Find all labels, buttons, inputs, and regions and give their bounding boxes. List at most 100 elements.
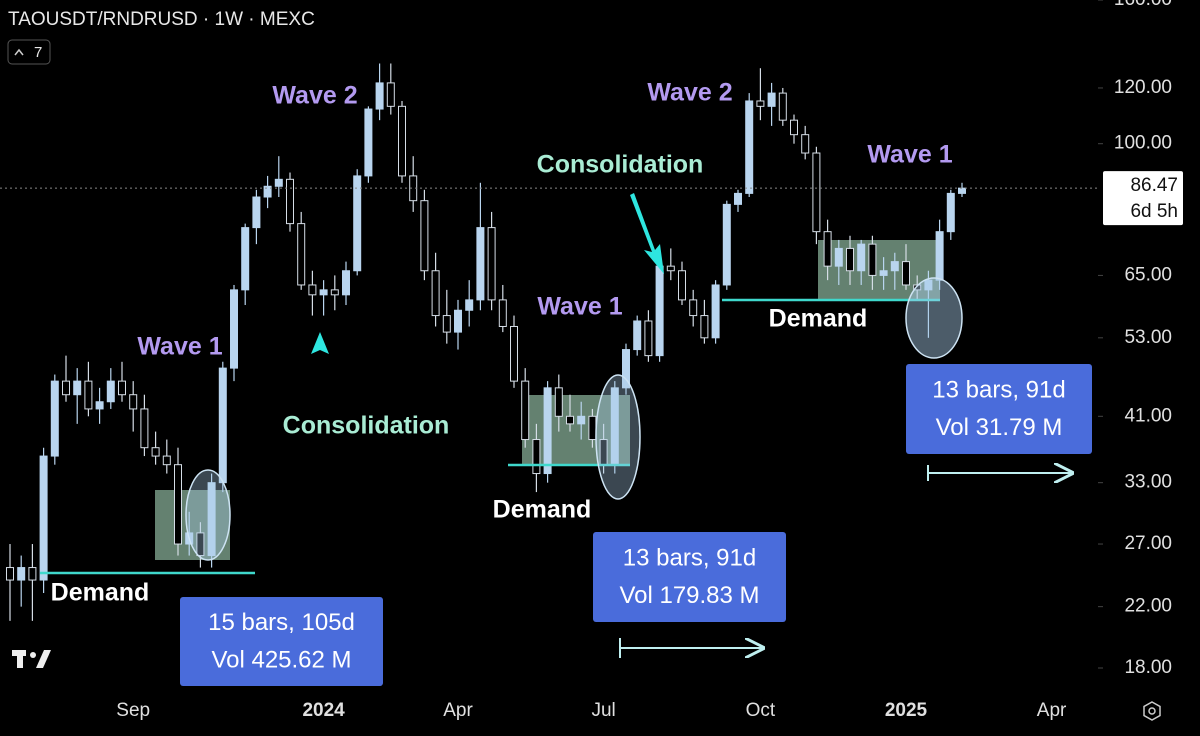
candle-body: [644, 320, 653, 357]
candle-body: [946, 192, 955, 233]
candle-body: [554, 387, 563, 417]
candle-body: [711, 284, 720, 339]
candle-body: [95, 401, 104, 410]
x-tick-label: Jul: [591, 700, 615, 721]
candles: [6, 63, 966, 621]
x-tick-label: Apr: [443, 700, 473, 721]
candle-body: [678, 270, 686, 301]
candle-body: [566, 415, 574, 425]
candle-body: [465, 299, 474, 311]
candle-body: [890, 261, 899, 272]
candle-body: [655, 265, 664, 357]
candle-body: [252, 196, 261, 229]
ellipse: [185, 469, 231, 561]
candle-body: [767, 92, 776, 107]
range-box-text: Vol 179.83 M: [619, 582, 759, 609]
ellipse: [905, 277, 963, 359]
y-tick-label: 65.00: [1124, 264, 1172, 285]
candle-body: [857, 243, 866, 272]
candle-body: [924, 279, 933, 291]
candle-body: [689, 299, 698, 317]
ellipse: [595, 374, 641, 500]
range-box: [593, 532, 786, 622]
range-box-text: 13 bars, 91d: [932, 376, 1065, 403]
candle-body: [151, 447, 160, 457]
candle-body: [823, 231, 832, 267]
candle-body: [778, 92, 787, 121]
candle-body: [353, 175, 362, 272]
candle-body: [274, 178, 283, 187]
candle-body: [935, 231, 944, 281]
candle-body: [297, 223, 306, 286]
last-price-label: 86.47: [1130, 175, 1178, 196]
candle-body: [319, 289, 328, 296]
candle-body: [162, 455, 171, 466]
candle-body: [812, 152, 821, 233]
candle-body: [722, 203, 731, 286]
candle-body: [263, 185, 272, 198]
range-box: [906, 364, 1092, 454]
candle-body: [734, 192, 742, 205]
candle-body: [386, 82, 395, 107]
candle-body: [532, 439, 541, 475]
candle-body: [510, 325, 518, 382]
y-tick-label: 160.00: [1114, 0, 1172, 10]
annotation: Demand: [51, 579, 150, 607]
candle-body: [622, 349, 630, 389]
countdown-label: 6d 5h: [1130, 201, 1178, 222]
candle-body: [6, 567, 14, 581]
annotation: Wave 1: [867, 141, 952, 169]
candle-body: [230, 289, 238, 369]
settings-icon[interactable]: [1143, 701, 1161, 721]
candle-body: [207, 482, 216, 557]
range-box-text: 13 bars, 91d: [623, 544, 756, 571]
range-box: [180, 597, 383, 686]
candle-body: [633, 320, 642, 351]
x-tick-label: Apr: [1037, 700, 1067, 721]
candle-body: [588, 415, 597, 441]
candle-body: [84, 380, 93, 410]
candle-body: [902, 261, 910, 286]
candle-body: [577, 415, 586, 425]
labels: 160.00 120.00 100.00 65.00 53.00 41.00 33.00 27…: [0, 0, 1183, 721]
symbol-title: TAOUSDT/RNDRUSD · 1W · MEXC: [8, 9, 315, 30]
y-tick-label: 22.00: [1124, 596, 1172, 617]
candle-body: [431, 270, 440, 317]
candle-body: [342, 270, 350, 296]
annotation: Consolidation: [537, 151, 704, 179]
indicator-badge[interactable]: [7, 39, 51, 65]
candle-body: [330, 289, 339, 296]
candle-body: [420, 200, 429, 272]
candle-body: [745, 100, 754, 194]
candle-body: [846, 247, 854, 272]
y-tick-label: 33.00: [1124, 472, 1172, 493]
candle-body: [958, 187, 966, 194]
candle-body: [476, 227, 485, 301]
candle-body: [398, 105, 406, 177]
candle-body: [543, 387, 552, 475]
candle-body: [375, 82, 384, 110]
candle-body: [801, 134, 810, 154]
indicator-count: 7: [34, 44, 42, 61]
candle-body: [50, 380, 59, 457]
annotation: Demand: [493, 496, 592, 524]
annotation: Demand: [769, 305, 868, 333]
candle-body: [28, 567, 37, 581]
candle-body: [498, 299, 507, 327]
annotation: Consolidation: [283, 412, 450, 440]
candle-body: [106, 380, 115, 403]
candle-body: [140, 408, 149, 449]
candle-body: [196, 532, 205, 557]
y-tick-label: 41.00: [1124, 405, 1172, 426]
candle-body: [62, 380, 70, 396]
candle-body: [756, 100, 765, 107]
candle-body: [17, 567, 26, 581]
x-tick-label: Sep: [116, 700, 150, 721]
candle-body: [834, 247, 843, 267]
candle-body: [790, 119, 798, 136]
y-tick-label: 18.00: [1124, 657, 1172, 678]
arrow: [630, 193, 664, 274]
candle-body: [442, 315, 451, 333]
range-box-text: Vol 31.79 M: [936, 414, 1063, 441]
